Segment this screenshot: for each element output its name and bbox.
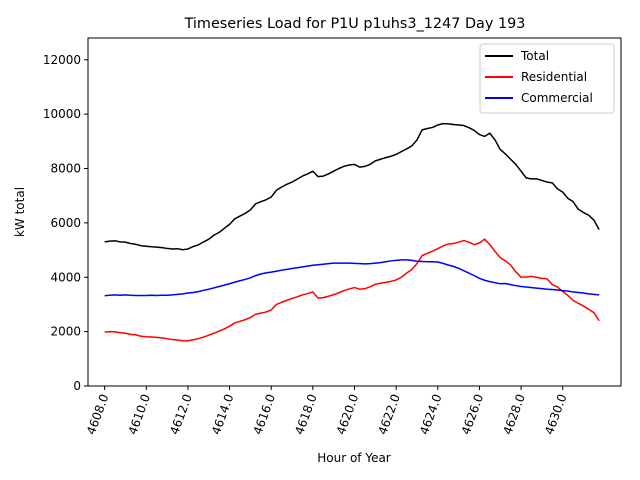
y-tick-label: 12000: [43, 53, 81, 67]
legend-entry: Commercial: [521, 91, 593, 105]
y-tick-label: 8000: [50, 162, 81, 176]
legend-box: [479, 43, 615, 114]
y-tick-label: 10000: [43, 107, 81, 121]
x-tick-label: 4616.0: [251, 392, 279, 436]
y-tick-label: 0: [73, 379, 81, 393]
series-line-total: [104, 122, 600, 251]
legend-entry: Total: [520, 49, 549, 63]
x-tick-label: 4614.0: [209, 392, 237, 436]
legend: Total Residential Commercial: [479, 43, 615, 114]
x-tick-label: 4628.0: [500, 392, 528, 436]
x-tick-label: 4618.0: [292, 392, 320, 436]
x-axis-label: Hour of Year: [317, 451, 391, 465]
x-tick-label: 4626.0: [459, 392, 487, 436]
x-tick-label: 4622.0: [375, 392, 403, 436]
series-line-residential: [104, 238, 600, 342]
y-axis-label: kW total: [13, 187, 27, 237]
x-tick-label: 4608.0: [84, 392, 112, 436]
x-tick-label: 4620.0: [334, 392, 362, 436]
x-tick-label: 4630.0: [542, 392, 570, 436]
chart-title: Timeseries Load for P1U p1uhs3_1247 Day …: [184, 16, 526, 32]
x-axis: 4608.0 4610.0 4612.0 4614.0 4616.0 4618.0 4620…: [84, 386, 570, 436]
y-tick-label: 2000: [50, 325, 81, 339]
x-tick-label: 4624.0: [417, 392, 445, 436]
legend-entry: Residential: [521, 70, 587, 84]
y-tick-label: 4000: [50, 270, 81, 284]
x-tick-label: 4610.0: [126, 392, 154, 436]
series-layer: [104, 122, 600, 342]
x-tick-label: 4612.0: [167, 392, 195, 436]
y-axis: 0 2000 4000 6000 8000 10000 12000: [43, 53, 88, 393]
series-line-commercial: [104, 259, 600, 297]
y-tick-label: 6000: [50, 216, 81, 230]
